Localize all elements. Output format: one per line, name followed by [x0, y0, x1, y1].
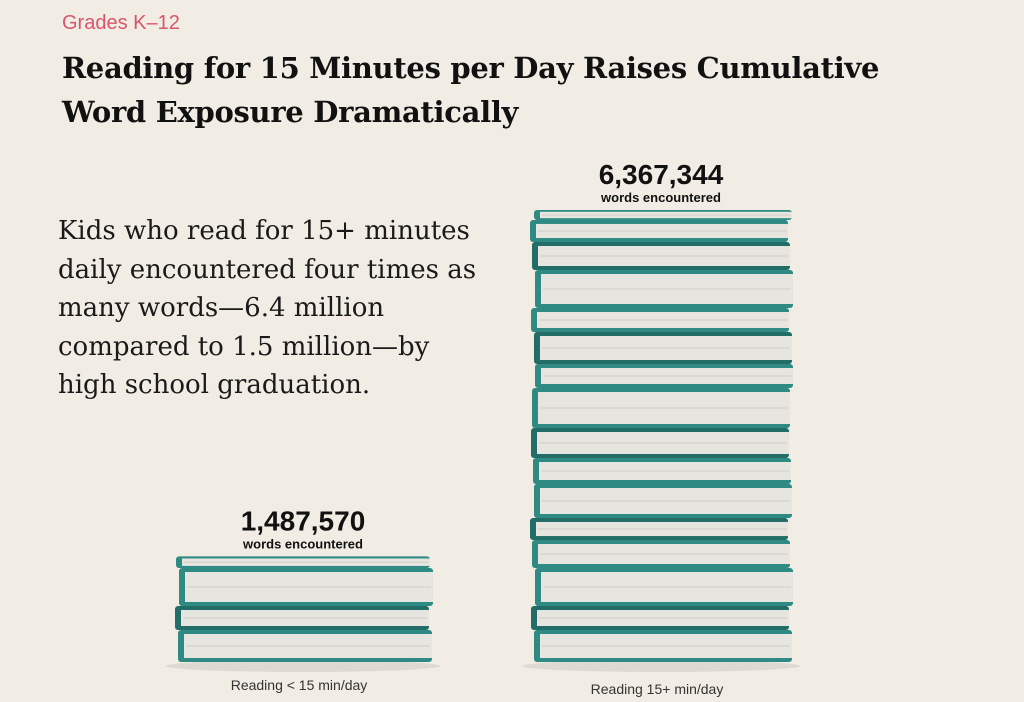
book	[534, 210, 792, 220]
value-label: 6,367,344	[599, 159, 724, 190]
book	[532, 242, 790, 270]
value-sublabel: words encountered	[242, 536, 363, 551]
book	[534, 484, 792, 518]
headline: Reading for 15 Minutes per Day Raises Cu…	[62, 51, 880, 129]
book	[532, 388, 790, 428]
book-stack-1	[166, 556, 440, 672]
book	[534, 630, 792, 662]
book	[535, 364, 793, 388]
book	[535, 568, 793, 606]
book	[534, 332, 792, 364]
body-text: Kids who read for 15+ minutes daily enco…	[58, 216, 477, 400]
book	[176, 556, 430, 568]
value-sublabel: words encountered	[600, 190, 721, 205]
book	[535, 270, 793, 308]
stack-shadow	[522, 660, 800, 672]
book-stack-2	[522, 210, 800, 672]
book	[175, 606, 429, 630]
book	[533, 458, 791, 484]
book	[532, 540, 790, 568]
value-label: 1,487,570	[241, 505, 366, 536]
stack-shadow	[166, 660, 440, 672]
category-label: Reading 15+ min/day	[591, 681, 724, 697]
category-label: Reading < 15 min/day	[231, 677, 368, 693]
book	[530, 518, 788, 540]
book	[179, 568, 433, 606]
book	[531, 428, 789, 458]
book	[178, 630, 432, 662]
kicker: Grades K–12	[62, 12, 180, 34]
book	[531, 606, 789, 630]
book	[531, 308, 789, 332]
book	[530, 220, 788, 242]
